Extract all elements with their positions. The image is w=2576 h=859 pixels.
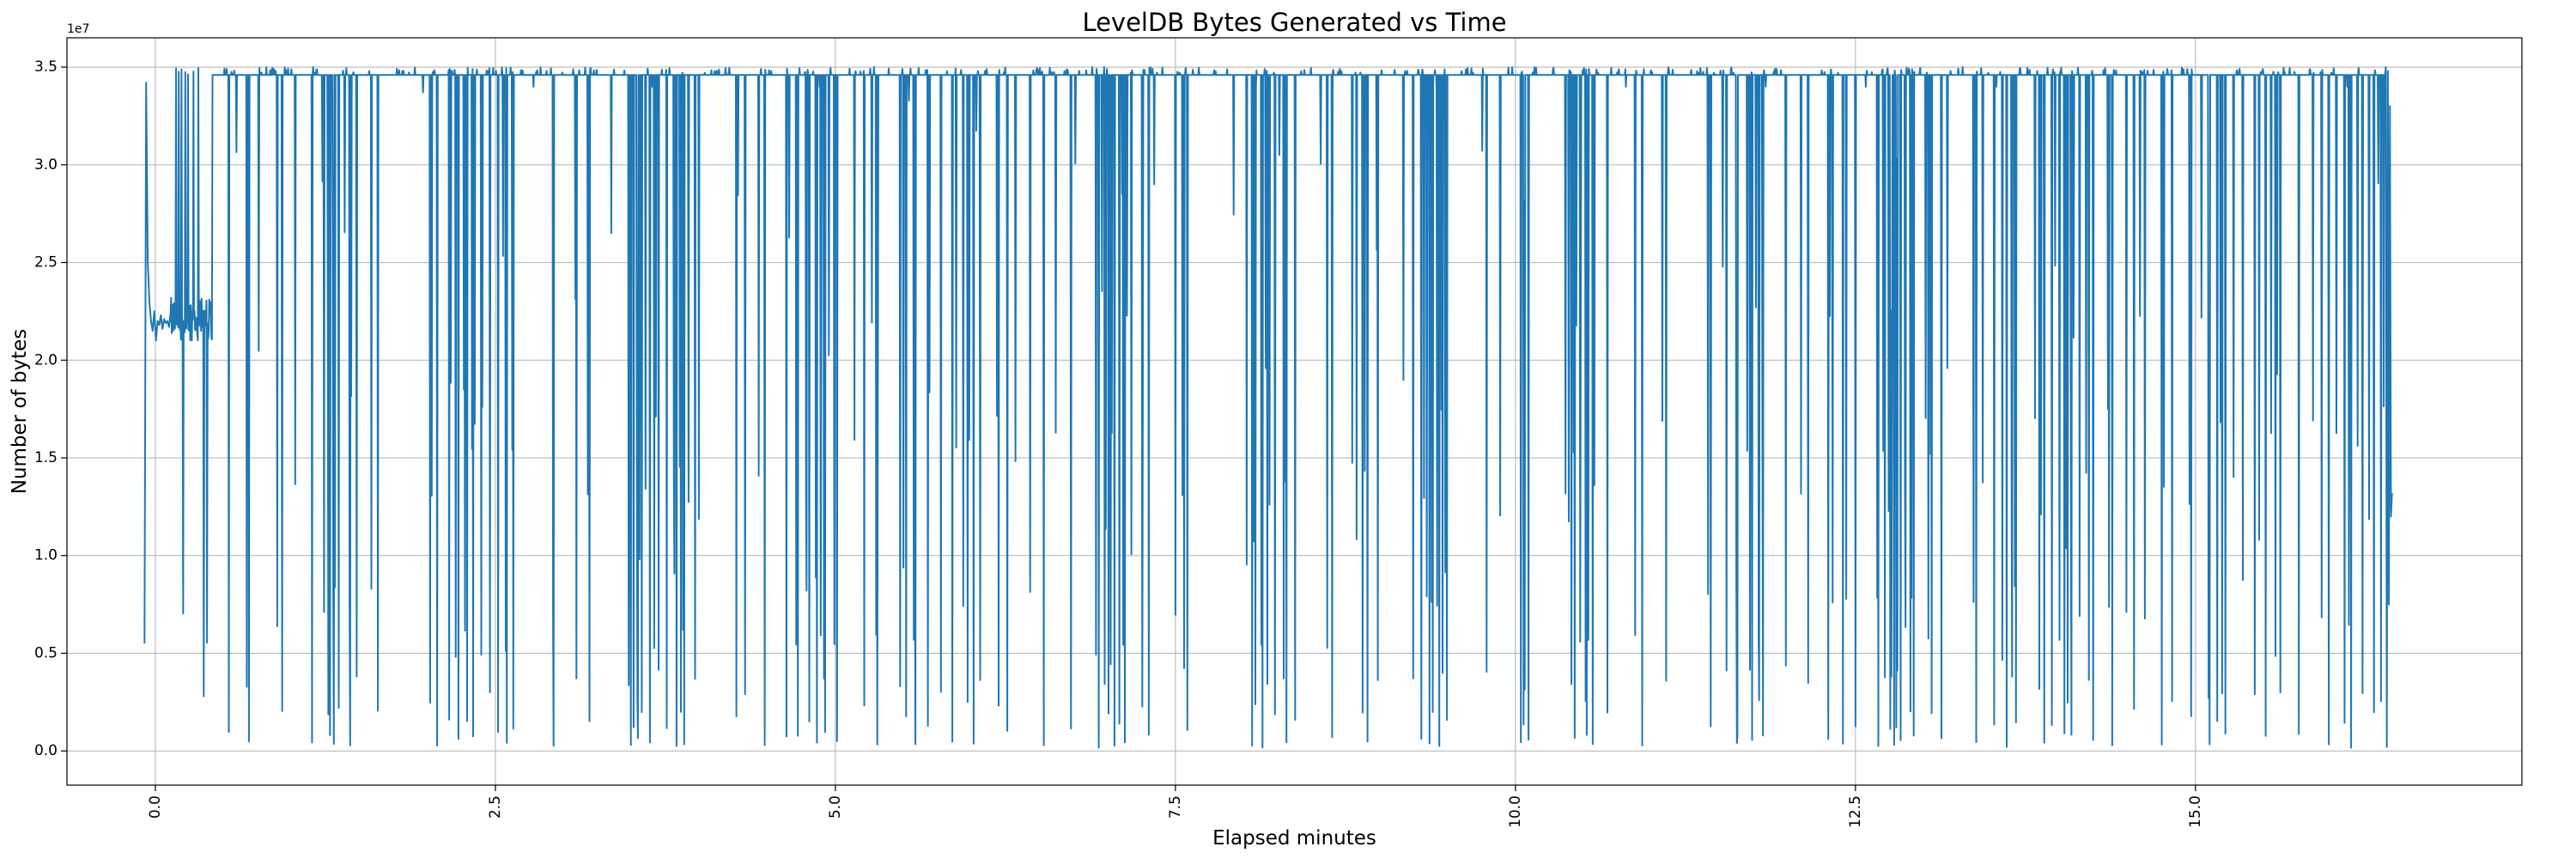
x-tick-label: 7.5 (1167, 795, 1184, 819)
y-tick-label: 3.5 (34, 58, 58, 76)
y-tick-label: 1.0 (34, 547, 58, 564)
y-tick-label: 2.5 (34, 254, 58, 271)
x-tick-label: 5.0 (827, 795, 844, 819)
y-axis-offset-label: 1e7 (67, 22, 89, 36)
plot-frame (66, 37, 2523, 786)
y-tick-label: 0.0 (34, 742, 58, 759)
x-tick-label: 10.0 (1507, 795, 1524, 828)
series-layer (143, 66, 2393, 749)
y-tick-label: 3.0 (34, 156, 58, 174)
x-tick-label: 15.0 (2187, 795, 2204, 828)
x-axis-label: Elapsed minutes (1212, 827, 1376, 850)
y-tick-label: 1.5 (34, 449, 58, 466)
x-axis-ticks: 0.0 2.5 5.0 7.5 10.0 12.5 15.0 (147, 785, 2204, 828)
y-axis-ticks: 0.0 0.5 1.0 1.5 2.0 2.5 3.0 3.5 (34, 58, 67, 759)
series-line-bytes-generated (143, 66, 2393, 749)
x-tick-label: 0.0 (147, 795, 164, 819)
x-tick-label: 2.5 (487, 795, 504, 819)
chart-title: LevelDB Bytes Generated vs Time (1082, 8, 1506, 37)
x-tick-label: 12.5 (1847, 795, 1864, 828)
y-tick-label: 2.0 (34, 351, 58, 369)
y-tick-label: 0.5 (34, 644, 58, 661)
y-axis-label: Number of bytes (9, 329, 31, 495)
